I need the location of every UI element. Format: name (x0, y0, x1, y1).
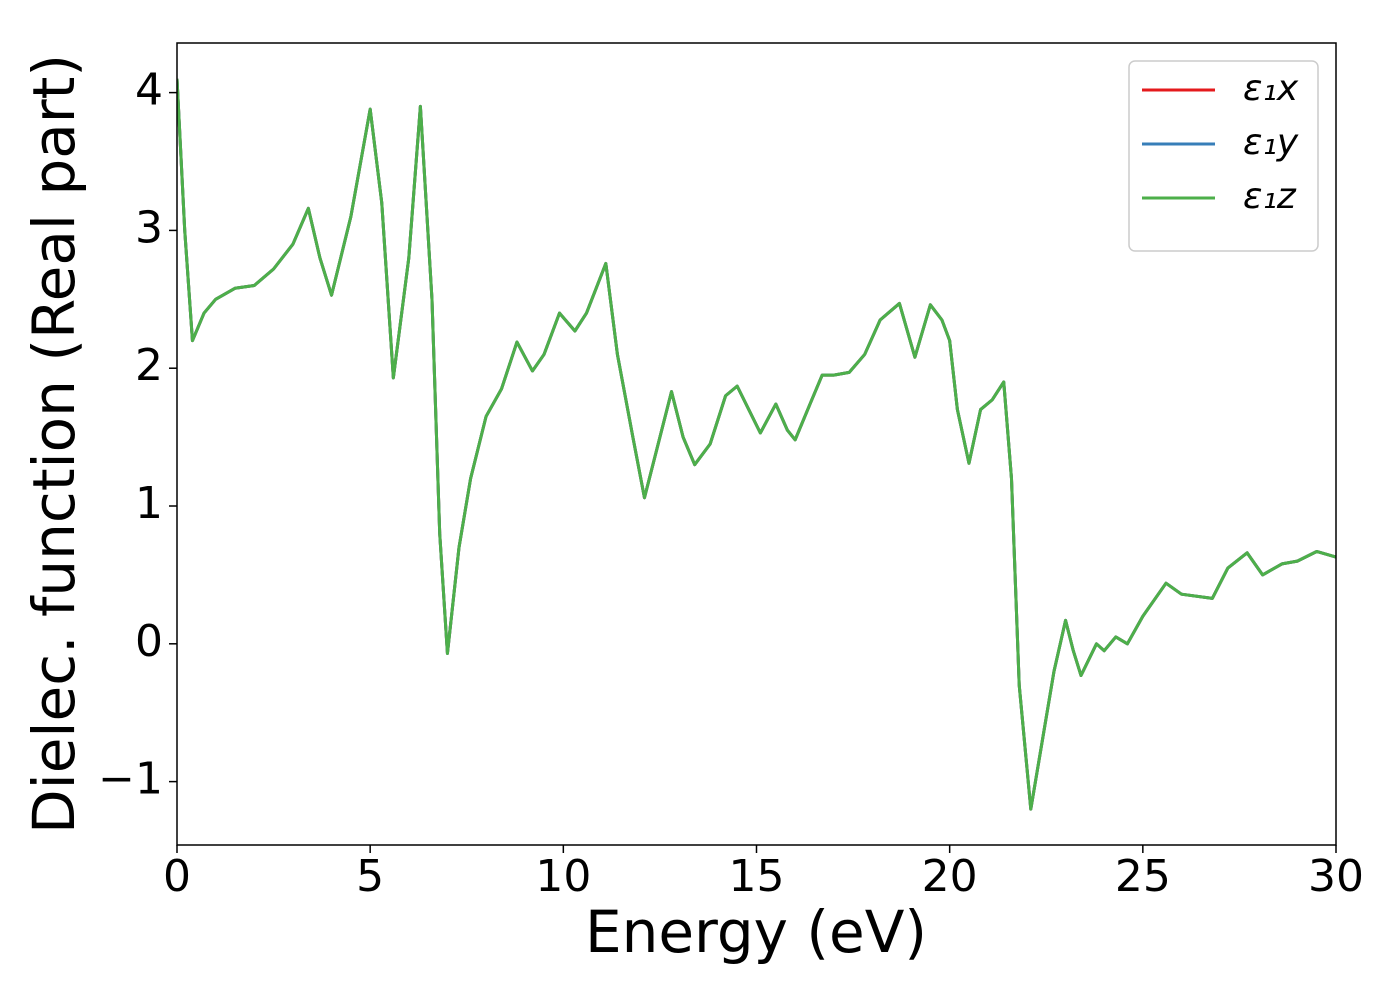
legend-label: ε₁y (1243, 122, 1299, 163)
y-tick-label: 1 (135, 478, 163, 529)
y-axis-label: Dielec. function (Real part) (20, 54, 88, 834)
y-tick-label: −1 (98, 754, 163, 805)
y-tick-label: 3 (135, 202, 163, 253)
x-tick-label: 5 (356, 851, 384, 902)
x-tick-label: 15 (729, 851, 785, 902)
legend-label: ε₁x (1243, 68, 1299, 109)
x-tick-label: 20 (922, 851, 978, 902)
x-tick-label: 10 (535, 851, 591, 902)
y-tick-label: 0 (135, 616, 163, 667)
x-axis-label: Energy (eV) (585, 898, 927, 966)
x-tick-label: 25 (1115, 851, 1171, 902)
series-line (177, 78, 1336, 811)
y-tick-label: 2 (135, 340, 163, 391)
y-tick-label: 4 (135, 65, 163, 116)
x-tick-label: 0 (163, 851, 191, 902)
plot-frame (176, 42, 1337, 846)
x-tick-label: 30 (1308, 851, 1364, 902)
legend-box (1128, 60, 1319, 252)
legend-label: ε₁z (1243, 176, 1297, 217)
